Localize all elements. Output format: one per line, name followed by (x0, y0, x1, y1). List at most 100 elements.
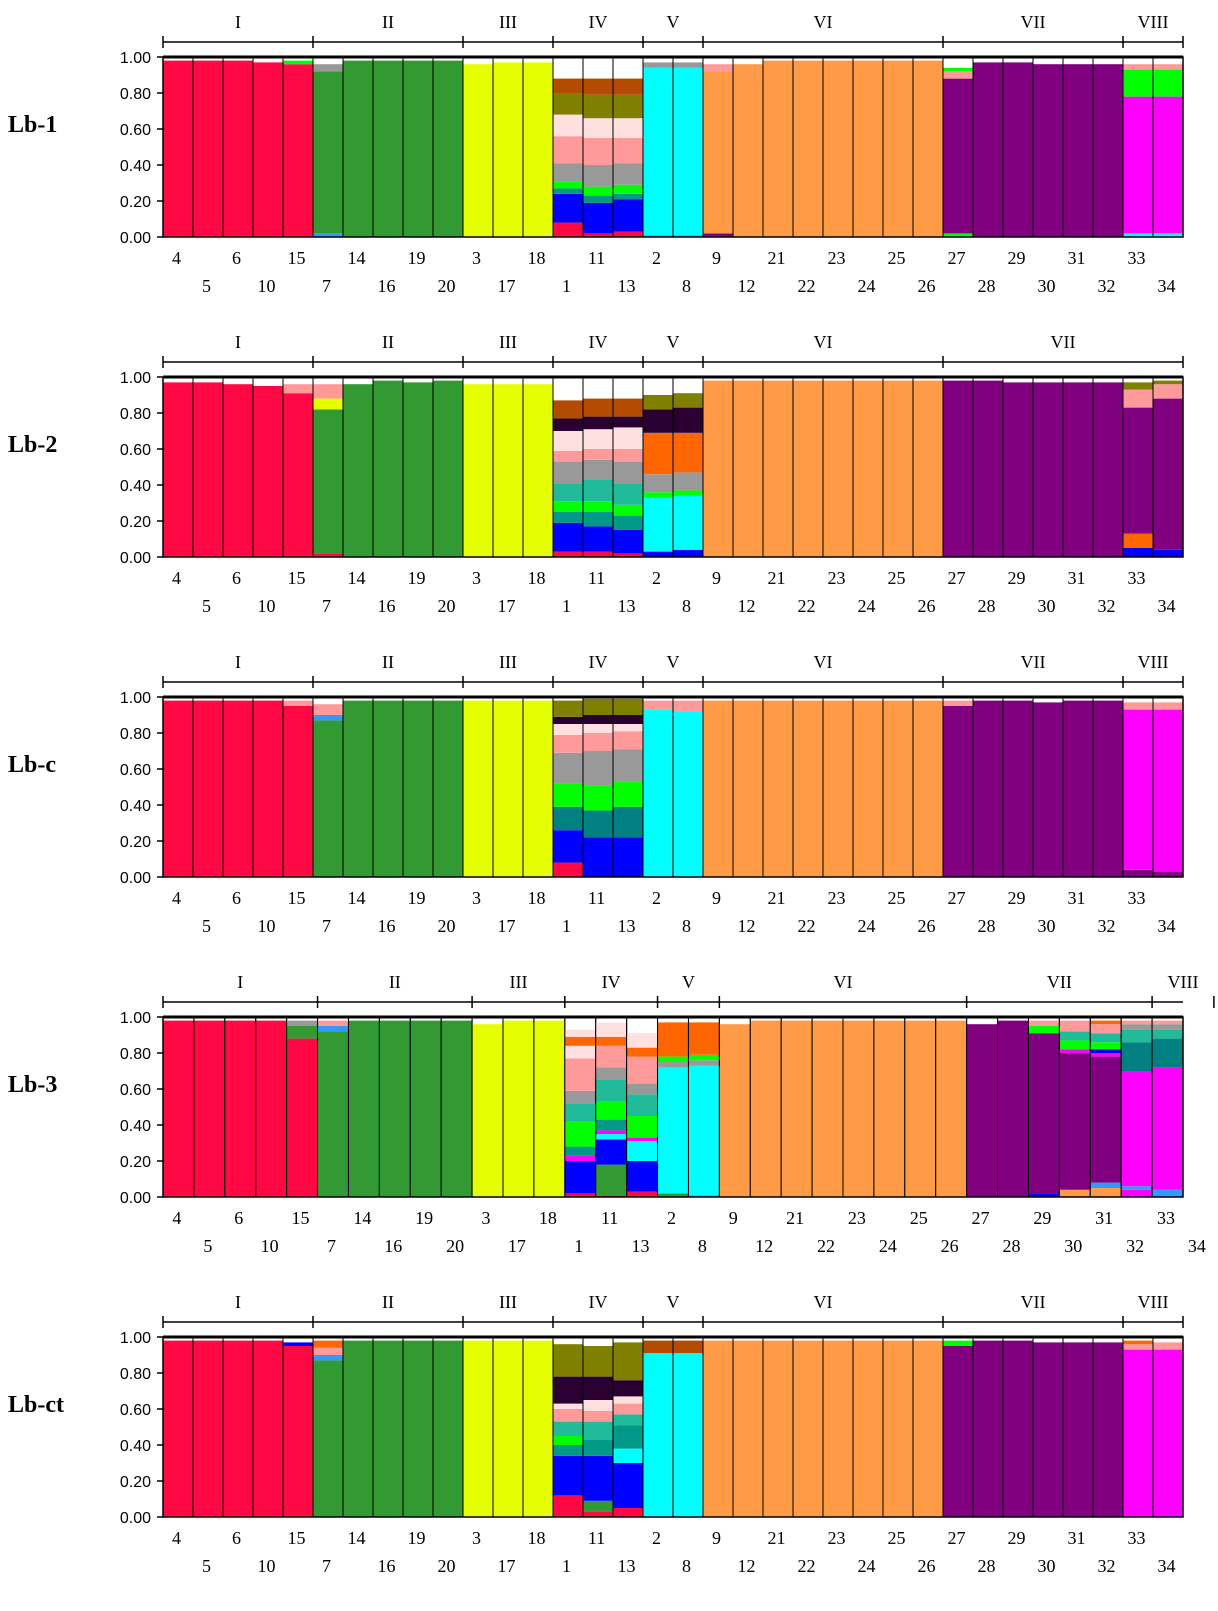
bar-33 (1122, 696, 1154, 878)
bar-26 (935, 1016, 968, 1198)
bar-17 (642, 56, 674, 238)
x-tick-label: 33 (1128, 248, 1146, 268)
bar-segment (657, 1062, 689, 1068)
y-tick-label: 0.00 (120, 1510, 151, 1527)
bar-segment (553, 418, 583, 431)
bar-segment (523, 700, 553, 877)
x-tick-label: 16 (378, 596, 396, 616)
bar-20 (732, 56, 764, 238)
x-tick-label: 27 (948, 248, 966, 268)
bar-segment (673, 1353, 703, 1517)
bar-segment (283, 64, 313, 237)
group-label: VII (1047, 972, 1072, 992)
bar-26 (912, 56, 944, 238)
bar-14 (552, 376, 584, 558)
bar-segment (553, 163, 583, 182)
bar-27 (966, 1016, 999, 1198)
x-tick-label: 31 (1068, 568, 1086, 588)
bar-segment (1152, 1038, 1183, 1068)
bar-segment (1090, 1024, 1122, 1034)
bar-segment (643, 1353, 673, 1517)
bar-segment (283, 700, 313, 706)
bar-segment (1090, 1188, 1122, 1197)
bar-segment (553, 181, 583, 189)
x-tick-label: 31 (1068, 888, 1086, 908)
x-tick-label: 26 (941, 1236, 959, 1256)
x-tick-label: 9 (712, 888, 721, 908)
bar-segment (1153, 69, 1183, 97)
x-tick-label: 30 (1038, 916, 1056, 936)
x-tick-label: 20 (438, 276, 456, 296)
bar-16 (612, 696, 644, 878)
bar-segment (626, 1047, 658, 1057)
x-tick-label: 16 (378, 1556, 396, 1576)
bar-34 (1152, 1336, 1184, 1518)
bar-segment (583, 512, 613, 527)
bar-32 (1120, 1016, 1153, 1198)
bar-33 (1122, 376, 1154, 558)
bar-segment (1152, 1024, 1183, 1030)
x-tick-label: 12 (755, 1236, 773, 1256)
bar-29 (1002, 56, 1034, 238)
bar-segment (595, 1036, 627, 1046)
bar-segment (1059, 1189, 1091, 1197)
bar-segment (613, 118, 643, 138)
bar-11 (471, 1016, 504, 1198)
bar-23 (842, 1016, 875, 1198)
bar-segment (793, 700, 823, 877)
panel-label: Lb-c (8, 752, 56, 778)
bar-segment (1152, 1189, 1183, 1197)
group-label: V (667, 1292, 680, 1312)
bar-segment (673, 407, 703, 433)
bar-4 (252, 376, 284, 558)
bar-segment (463, 700, 493, 877)
x-tick-label: 11 (588, 888, 605, 908)
bar-segment (703, 71, 733, 234)
bar-segment (583, 416, 613, 430)
bar-23 (822, 376, 854, 558)
bar-segment (643, 62, 673, 68)
bar-segment (595, 1101, 627, 1120)
bar-segment (673, 235, 703, 237)
x-tick-label: 5 (202, 596, 211, 616)
bar-segment (703, 700, 733, 877)
bar-segment (583, 1455, 613, 1501)
x-tick-label: 21 (786, 1208, 804, 1228)
bar-segment (1153, 1349, 1183, 1517)
bar-25 (882, 696, 914, 878)
bar-segment (823, 380, 853, 557)
bar-18 (672, 56, 704, 238)
bar-segment (583, 733, 613, 751)
bar-4 (252, 1336, 284, 1518)
x-tick-label: 2 (652, 248, 661, 268)
x-tick-label: 33 (1128, 1528, 1146, 1548)
group-label: VII (1021, 12, 1046, 32)
y-tick-label: 0.00 (120, 230, 151, 247)
bar-segment (317, 1031, 349, 1197)
x-tick-label: 12 (738, 1556, 756, 1576)
bar-segment (793, 60, 823, 237)
group-label: VII (1021, 1292, 1046, 1312)
group-label: VI (814, 1292, 833, 1312)
x-tick-label: 8 (682, 276, 691, 296)
bar-segment (553, 862, 583, 877)
bar-segment (703, 380, 733, 557)
bar-segment (643, 709, 673, 877)
bar-segment (657, 1056, 689, 1062)
bar-segment (553, 114, 583, 137)
x-tick-label: 6 (232, 568, 241, 588)
bar-segment (853, 700, 883, 877)
y-tick-label: 0.60 (120, 122, 151, 139)
bar-6 (312, 376, 344, 558)
bar-segment (613, 504, 643, 516)
y-tick-label: 0.40 (120, 798, 151, 815)
bar-segment (583, 1376, 613, 1400)
bar-segment (463, 1340, 493, 1517)
bar-30 (1032, 696, 1064, 878)
bar-segment (223, 1340, 253, 1517)
group-label: IV (589, 1292, 608, 1312)
x-tick-label: 33 (1128, 888, 1146, 908)
bar-segment (255, 1020, 287, 1197)
bar-segment (564, 1146, 596, 1156)
bar-segment (613, 461, 643, 484)
